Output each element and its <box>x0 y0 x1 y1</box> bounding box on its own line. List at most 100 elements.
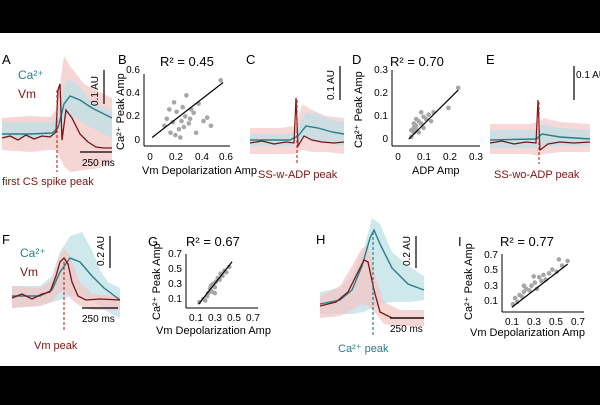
panel-letter-H: H <box>316 232 325 247</box>
scatter-points <box>510 257 570 308</box>
panel-E: E 0.1 AU SS-wo-ADP peak <box>486 52 600 181</box>
x-tick: 0 <box>395 152 401 163</box>
data-point <box>418 110 424 115</box>
data-point <box>413 116 419 122</box>
x-tick: 0.3 <box>469 152 483 163</box>
fit-line <box>198 261 233 305</box>
marker-label: SS-wo-ADP peak <box>494 169 580 181</box>
x-tick: 0.1 <box>505 317 519 328</box>
panel-D: D R² = 0.70 0 0.1 0.2 0.3 0 0.1 0.2 0.3 … <box>352 52 483 177</box>
y-axis-label: Ca²⁺ Peak Amp <box>115 73 127 150</box>
panel-letter-D: D <box>352 52 361 67</box>
data-point <box>556 257 562 262</box>
vm-band <box>320 246 424 326</box>
scale-y-label: 0.1 AU <box>576 70 600 81</box>
x-tick: 0.3 <box>208 313 222 324</box>
data-point <box>186 121 192 126</box>
y-tick: 0.6 <box>126 65 140 76</box>
data-point <box>208 123 214 129</box>
panel-letter-I: I <box>458 234 462 249</box>
data-point <box>202 298 208 303</box>
data-point <box>174 109 179 115</box>
data-point <box>532 280 538 285</box>
y-tick: 0.3 <box>374 65 388 76</box>
y-tick: 0.3 <box>484 281 498 292</box>
panel-B: B R² = 0.45 0 0.2 0.4 0.6 0 0.2 0.4 0.6 … <box>115 52 257 177</box>
y-tick-labels: 0 0.1 0.2 0.3 <box>374 65 388 145</box>
r2-annotation: R² = 0.45 <box>160 54 214 69</box>
data-point <box>204 115 210 120</box>
data-point <box>168 130 173 136</box>
y-tick: 0.5 <box>484 265 498 276</box>
marker-label: first CS spike peak <box>2 176 94 188</box>
x-tick: 0.5 <box>549 317 563 328</box>
data-point <box>409 127 414 133</box>
panel-C: C 0.1 AU SS-w-ADP peak <box>246 52 345 181</box>
x-tick: 0.7 <box>571 317 585 328</box>
y-tick: 0.2 <box>374 88 388 99</box>
x-tick-labels: 0.1 0.3 0.5 0.7 <box>505 317 585 328</box>
panel-H: H 0.2 AU 250 ms Ca²⁺ peak <box>316 218 425 355</box>
y-axis-label: Ca²⁺ Peak Amp <box>151 243 163 320</box>
y-tick: 0.1 <box>168 294 182 305</box>
x-tick-labels: 0.1 0.3 0.5 0.7 <box>189 313 260 324</box>
fit-line <box>151 82 224 138</box>
y-tick: 0.7 <box>484 250 498 261</box>
scatter-points <box>408 85 461 140</box>
data-point <box>181 124 187 130</box>
scale-y-label: 0.1 AU <box>90 76 101 106</box>
vm-band <box>12 248 120 310</box>
ca-band <box>2 80 112 138</box>
scale-y-label: 0.2 AU <box>402 236 413 266</box>
x-tick: 0.2 <box>443 152 457 163</box>
y-tick: 0.4 <box>126 88 140 99</box>
scale-x-label: 250 ms <box>82 314 115 325</box>
y-tick: 0.1 <box>484 296 498 307</box>
data-point <box>565 258 570 264</box>
fit-line <box>408 89 459 140</box>
data-point <box>176 127 182 132</box>
data-point <box>226 264 232 270</box>
fit-line <box>511 263 568 308</box>
y-tick: 0.7 <box>168 249 182 260</box>
data-point <box>426 112 431 117</box>
x-axis-label: Vm Depolarization Amp <box>156 325 271 337</box>
marker-label: SS-w-ADP peak <box>258 169 338 181</box>
data-point <box>428 119 434 124</box>
data-point <box>446 105 451 111</box>
panel-F: F Ca²⁺ Vm 0.2 AU 250 ms Vm peak <box>2 232 121 352</box>
panel-letter-C: C <box>246 52 255 67</box>
data-point <box>182 114 188 119</box>
data-point <box>546 271 552 276</box>
data-point <box>519 294 524 299</box>
vm-trace <box>1 83 112 149</box>
legend-ca: Ca²⁺ <box>20 246 46 260</box>
ca-trace <box>250 125 345 141</box>
y-tick: 0.2 <box>126 111 140 122</box>
x-tick: 0.6 <box>219 152 233 163</box>
data-point <box>212 290 218 296</box>
marker-label: Vm peak <box>34 340 78 352</box>
x-tick: 0.7 <box>246 313 260 324</box>
data-point <box>187 116 193 122</box>
data-point <box>529 283 534 289</box>
data-point <box>218 77 223 83</box>
x-tick-labels: 0 0.1 0.2 0.3 <box>395 152 483 163</box>
data-point <box>179 118 184 124</box>
y-tick: 0.5 <box>168 264 182 275</box>
legend-ca: Ca²⁺ <box>18 68 44 82</box>
scale-y-label: 0.1 AU <box>326 70 337 100</box>
data-point <box>178 135 183 140</box>
panel-I: I R² = 0.77 0.1 0.3 0.5 0.7 0.1 0.3 0.5 … <box>458 234 585 339</box>
data-point <box>515 299 520 305</box>
figure-panel <box>0 33 600 366</box>
y-tick: 0.3 <box>168 279 182 290</box>
vm-trace <box>11 256 121 301</box>
scale-x-label: 250 ms <box>82 158 115 169</box>
data-point <box>531 274 536 279</box>
data-point <box>455 85 461 91</box>
y-tick-labels: 0 0.2 0.4 0.6 <box>126 65 140 146</box>
panel-letter-E: E <box>486 52 495 67</box>
x-tick: 0 <box>147 152 153 163</box>
y-axis-label: Ca²⁺ Peak Amp <box>353 71 365 148</box>
